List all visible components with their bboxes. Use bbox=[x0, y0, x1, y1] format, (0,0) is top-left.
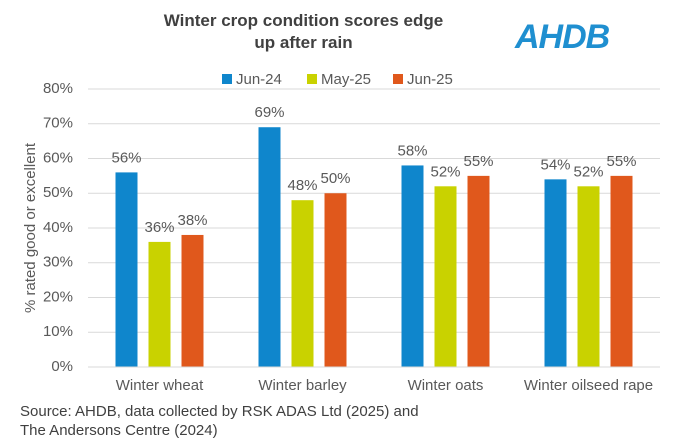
data-label: 52% bbox=[430, 163, 460, 180]
bar bbox=[291, 200, 314, 367]
data-label: 50% bbox=[320, 170, 350, 187]
bar bbox=[181, 234, 204, 367]
bar bbox=[467, 175, 490, 367]
data-label: 52% bbox=[573, 163, 603, 180]
bar bbox=[324, 193, 347, 367]
legend-label: Jun-25 bbox=[407, 71, 453, 88]
y-tick-label: 60% bbox=[43, 149, 73, 166]
bar bbox=[577, 186, 600, 367]
y-axis-title: % rated good or excellent bbox=[22, 142, 39, 313]
data-label: 69% bbox=[254, 104, 284, 121]
x-tick-label: Winter oats bbox=[408, 377, 484, 394]
bar bbox=[115, 172, 138, 367]
y-tick-label: 20% bbox=[43, 288, 73, 305]
legend-swatch bbox=[307, 74, 317, 84]
logo: AHDB bbox=[515, 18, 610, 56]
legend-swatch bbox=[393, 74, 403, 84]
data-label: 48% bbox=[287, 177, 317, 194]
data-label: 38% bbox=[177, 212, 207, 229]
bar bbox=[434, 186, 457, 367]
y-tick-label: 10% bbox=[43, 323, 73, 340]
x-tick-label: Winter oilseed rape bbox=[524, 377, 653, 394]
legend-label: Jun-24 bbox=[236, 71, 282, 88]
y-tick-label: 50% bbox=[43, 184, 73, 201]
bar bbox=[258, 127, 281, 367]
chart-title: Winter crop condition scores edge up aft… bbox=[163, 11, 444, 52]
source-note: Source: AHDB, data collected by RSK ADAS… bbox=[20, 403, 419, 439]
legend-label: May-25 bbox=[321, 71, 371, 88]
data-label: 56% bbox=[111, 149, 141, 166]
data-label: 58% bbox=[397, 142, 427, 159]
bar bbox=[544, 179, 567, 367]
data-label: 55% bbox=[606, 153, 636, 170]
bar bbox=[401, 165, 424, 367]
x-tick-label: Winter barley bbox=[258, 377, 347, 394]
data-label: 36% bbox=[144, 219, 174, 236]
bar bbox=[148, 241, 171, 367]
y-tick-label: 70% bbox=[43, 115, 73, 132]
y-tick-label: 30% bbox=[43, 254, 73, 271]
bar bbox=[610, 175, 633, 367]
y-tick-label: 0% bbox=[51, 358, 73, 375]
y-tick-label: 80% bbox=[43, 80, 73, 97]
x-tick-label: Winter wheat bbox=[116, 377, 204, 394]
data-label: 55% bbox=[463, 153, 493, 170]
legend-swatch bbox=[222, 74, 232, 84]
data-label: 54% bbox=[540, 156, 570, 173]
y-tick-label: 40% bbox=[43, 219, 73, 236]
